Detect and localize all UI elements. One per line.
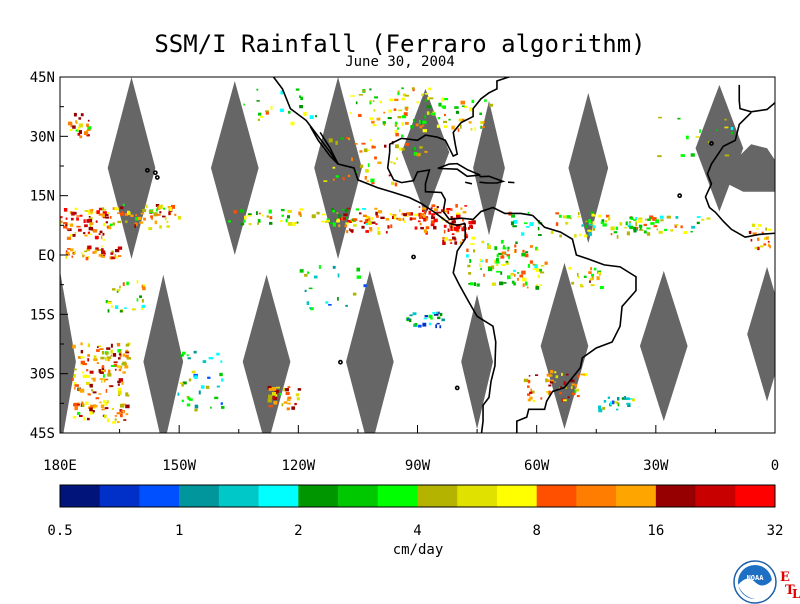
lat-tick-label: 15S <box>30 307 55 323</box>
lon-tick-label: 90W <box>405 458 431 474</box>
colorbar-tick-label: 16 <box>647 523 664 539</box>
etl-letter-t: T <box>785 583 795 598</box>
colorbar-swatch <box>298 485 339 507</box>
colorbar-swatch <box>536 485 577 507</box>
lon-tick-label: 30W <box>643 458 669 474</box>
coastlines <box>144 77 775 433</box>
lat-tick-label: 45N <box>30 70 55 86</box>
colorbar-swatch <box>655 485 696 507</box>
colorbar-swatch <box>735 485 776 507</box>
colorbar-swatch <box>417 485 458 507</box>
colorbar-swatch <box>179 485 220 507</box>
colorbar-tick-label: 2 <box>294 523 302 539</box>
colorbar-swatch <box>377 485 418 507</box>
colorbar: 0.5 1 2 4 8 16 32 cm/day <box>47 484 784 558</box>
colorbar-tick-label: 4 <box>413 523 421 539</box>
lon-tick-label: 0 <box>771 458 779 474</box>
lon-tick-label: 120W <box>281 458 315 474</box>
lon-tick-label: 180E <box>43 458 77 474</box>
lat-tick-label: 15N <box>30 189 55 205</box>
chart-subtitle: June 30, 2004 <box>345 54 455 70</box>
colorbar-swatch <box>60 485 101 507</box>
chart-title: SSM/I Rainfall (Ferraro algorithm) <box>154 30 646 58</box>
colorbar-unit-label: cm/day <box>393 542 444 558</box>
etl-letter-l: L <box>792 587 800 601</box>
colorbar-swatch <box>258 485 299 507</box>
colorbar-tick-label: 8 <box>532 523 540 539</box>
colorbar-tick-label: 0.5 <box>47 523 72 539</box>
colorbar-swatch <box>218 485 259 507</box>
colorbar-swatch <box>695 485 736 507</box>
lon-tick-label: 60W <box>524 458 550 474</box>
lat-tick-label: EQ <box>38 248 55 264</box>
colorbar-swatch <box>496 485 537 507</box>
colorbar-swatch <box>99 485 140 507</box>
colorbar-swatch <box>457 485 498 507</box>
lat-tick-label: 30N <box>30 129 55 145</box>
noaa-logo: NOAA <box>733 560 777 604</box>
colorbar-tick-label: 1 <box>175 523 183 539</box>
no-data-gaps <box>60 77 775 433</box>
colorbar-swatch <box>576 485 617 507</box>
latitude-ticks: 45N 30N 15N EQ 15S 30S 45S <box>30 70 68 442</box>
noaa-logo-text: NOAA <box>747 574 765 582</box>
lon-tick-label: 150W <box>162 458 196 474</box>
colorbar-tick-label: 32 <box>767 523 784 539</box>
rain-cells <box>60 87 773 424</box>
lat-tick-label: 45S <box>30 426 55 442</box>
longitude-ticks: 180E 150W 120W 90W 60W 30W 0 <box>43 425 779 474</box>
colorbar-swatch <box>616 485 657 507</box>
etl-letter-e: E <box>780 570 790 585</box>
colorbar-swatch <box>338 485 379 507</box>
colorbar-swatch <box>139 485 180 507</box>
lat-tick-label: 30S <box>30 367 55 383</box>
